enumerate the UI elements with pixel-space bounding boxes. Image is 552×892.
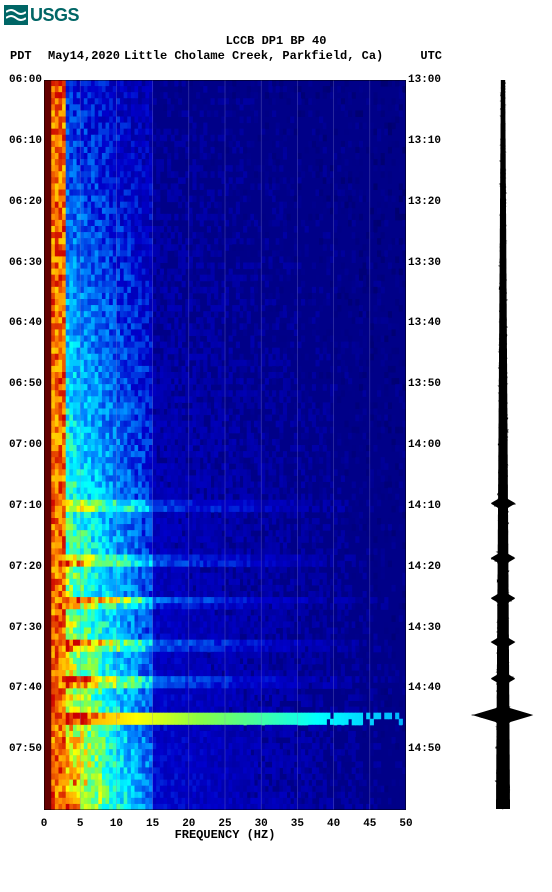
ytick-left: 06:40 — [9, 317, 42, 329]
usgs-logo-text: USGS — [30, 5, 79, 26]
chart-title-line2: Little Cholame Creek, Parkfield, Ca) — [124, 49, 383, 63]
ytick-left: 06:00 — [9, 74, 42, 86]
ytick-right: 13:00 — [408, 74, 441, 86]
y-axis-left: 06:0006:1006:2006:3006:4006:5007:0007:10… — [4, 80, 44, 810]
ytick-right: 14:00 — [408, 439, 441, 451]
ytick-right: 13:30 — [408, 257, 441, 269]
usgs-logo: USGS — [4, 4, 79, 26]
ytick-right: 13:10 — [408, 135, 441, 147]
usgs-wave-icon — [4, 5, 28, 25]
ytick-right: 13:20 — [408, 196, 441, 208]
ytick-right: 13:40 — [408, 317, 441, 329]
ytick-left: 06:10 — [9, 135, 42, 147]
chart-title-line1: LCCB DP1 BP 40 — [0, 34, 552, 48]
date-label: May14,2020 — [48, 49, 120, 63]
ytick-left: 07:00 — [9, 439, 42, 451]
x-axis-label: FREQUENCY (HZ) — [44, 828, 406, 842]
ytick-right: 14:30 — [408, 622, 441, 634]
ytick-right: 14:10 — [408, 500, 441, 512]
ytick-left: 07:30 — [9, 622, 42, 634]
timezone-left-label: PDT — [10, 49, 32, 63]
ytick-right: 14:40 — [408, 682, 441, 694]
ytick-left: 07:10 — [9, 500, 42, 512]
ytick-left: 06:30 — [9, 257, 42, 269]
spectrogram-svg — [44, 80, 406, 810]
spectrogram-chart — [44, 80, 406, 810]
ytick-left: 07:50 — [9, 743, 42, 755]
ytick-right: 13:50 — [408, 378, 441, 390]
chart-title-block: LCCB DP1 BP 40 — [0, 34, 552, 48]
ytick-left: 07:20 — [9, 561, 42, 573]
ytick-left: 07:40 — [9, 682, 42, 694]
timezone-right-label: UTC — [420, 49, 442, 63]
ytick-left: 06:20 — [9, 196, 42, 208]
y-axis-right: 13:0013:1013:2013:3013:4013:5014:0014:10… — [406, 80, 450, 810]
ytick-right: 14:50 — [408, 743, 441, 755]
waveform-panel — [466, 80, 540, 810]
waveform-svg — [466, 80, 540, 810]
ytick-left: 06:50 — [9, 378, 42, 390]
ytick-right: 14:20 — [408, 561, 441, 573]
